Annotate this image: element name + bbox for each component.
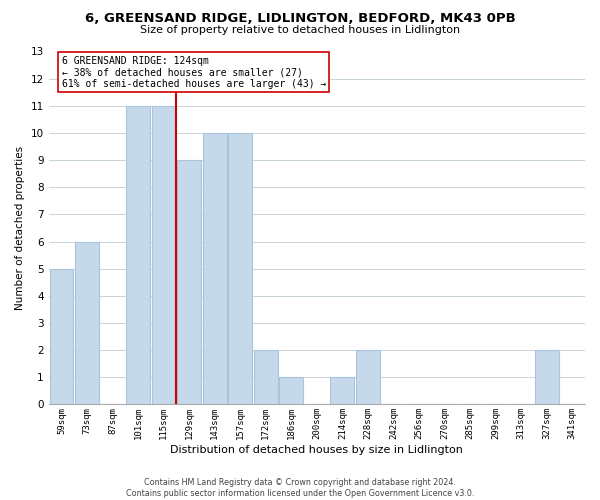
Text: Size of property relative to detached houses in Lidlington: Size of property relative to detached ho… xyxy=(140,25,460,35)
Bar xyxy=(203,133,227,404)
X-axis label: Distribution of detached houses by size in Lidlington: Distribution of detached houses by size … xyxy=(170,445,463,455)
Bar xyxy=(152,106,175,405)
Text: Contains HM Land Registry data © Crown copyright and database right 2024.
Contai: Contains HM Land Registry data © Crown c… xyxy=(126,478,474,498)
Bar xyxy=(535,350,559,405)
Text: 6 GREENSAND RIDGE: 124sqm
← 38% of detached houses are smaller (27)
61% of semi-: 6 GREENSAND RIDGE: 124sqm ← 38% of detac… xyxy=(62,56,326,89)
Bar xyxy=(50,268,73,404)
Y-axis label: Number of detached properties: Number of detached properties xyxy=(15,146,25,310)
Bar xyxy=(75,242,99,404)
Bar xyxy=(331,378,354,404)
Bar xyxy=(177,160,201,404)
Bar xyxy=(229,133,252,404)
Bar xyxy=(126,106,150,405)
Text: 6, GREENSAND RIDGE, LIDLINGTON, BEDFORD, MK43 0PB: 6, GREENSAND RIDGE, LIDLINGTON, BEDFORD,… xyxy=(85,12,515,26)
Bar xyxy=(254,350,278,405)
Bar xyxy=(356,350,380,405)
Bar xyxy=(280,378,303,404)
